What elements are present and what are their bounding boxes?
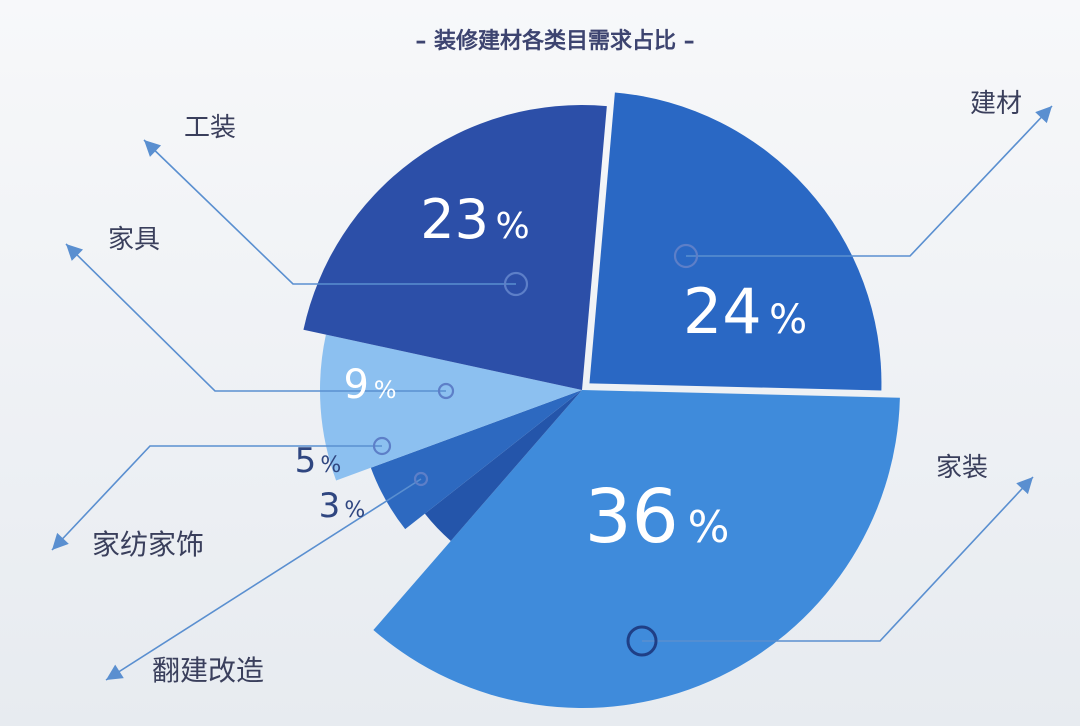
slice-2-arrow-icon (1016, 477, 1033, 495)
slice-2-percent-label: 36% (585, 474, 730, 560)
slice-4-percent-label: 5% (295, 441, 342, 481)
slice-6-percent-label: 23% (420, 188, 529, 251)
slice-4-category-label: 家纺家饰 (92, 528, 204, 561)
slice-6-category-label: 工装 (184, 113, 236, 143)
slice-5-wedge (319, 334, 582, 481)
percent-labels: 24 % 36 % 3 % 5 %9 % 23% (295, 188, 807, 560)
slice-3-percent-label: 3% (319, 486, 366, 526)
slice-4-arrow-icon (52, 532, 69, 550)
slice-2-category-label: 家装 (936, 453, 988, 483)
chart-title: – 装修建材各类目需求占比 – (415, 28, 694, 54)
slice-1-leader-line (686, 105, 1053, 257)
slice-2-wedge (373, 390, 900, 708)
slice-5-leader-line (65, 243, 446, 392)
slice-3-category-label: 翻建改造 (152, 654, 264, 687)
leader-lines (51, 105, 1053, 681)
slice-3-arrow-icon (106, 664, 124, 680)
slice-3-wedge (424, 390, 582, 541)
slice-5-category-label: 家具 (108, 225, 160, 255)
slice-5-marker-icon (437, 382, 455, 400)
pie-slices (303, 92, 900, 708)
slice-4-wedge (370, 390, 582, 530)
slice-2-marker-icon (626, 625, 658, 657)
slice-1-category-label: 建材 (970, 89, 1022, 119)
slice-2-leader-line (642, 476, 1034, 642)
slice-3-leader-line (105, 478, 422, 681)
slice-1-arrow-icon (1035, 106, 1052, 124)
slice-4-marker-icon (372, 436, 392, 456)
slice-6-marker-icon (503, 271, 529, 297)
slice-1-percent-label: 24% (683, 275, 807, 348)
slice-5-arrow-icon (66, 244, 84, 261)
slice-3-marker-icon (413, 471, 429, 487)
slice-1-wedge (589, 92, 882, 391)
slice-1-marker-icon (673, 243, 699, 269)
slice-5-percent-label: 9% (343, 362, 396, 408)
slice-6-wedge (303, 104, 607, 391)
slice-6-arrow-icon (144, 140, 162, 157)
slice-4-leader-line (51, 445, 382, 551)
slice-6-leader-line (143, 139, 516, 285)
